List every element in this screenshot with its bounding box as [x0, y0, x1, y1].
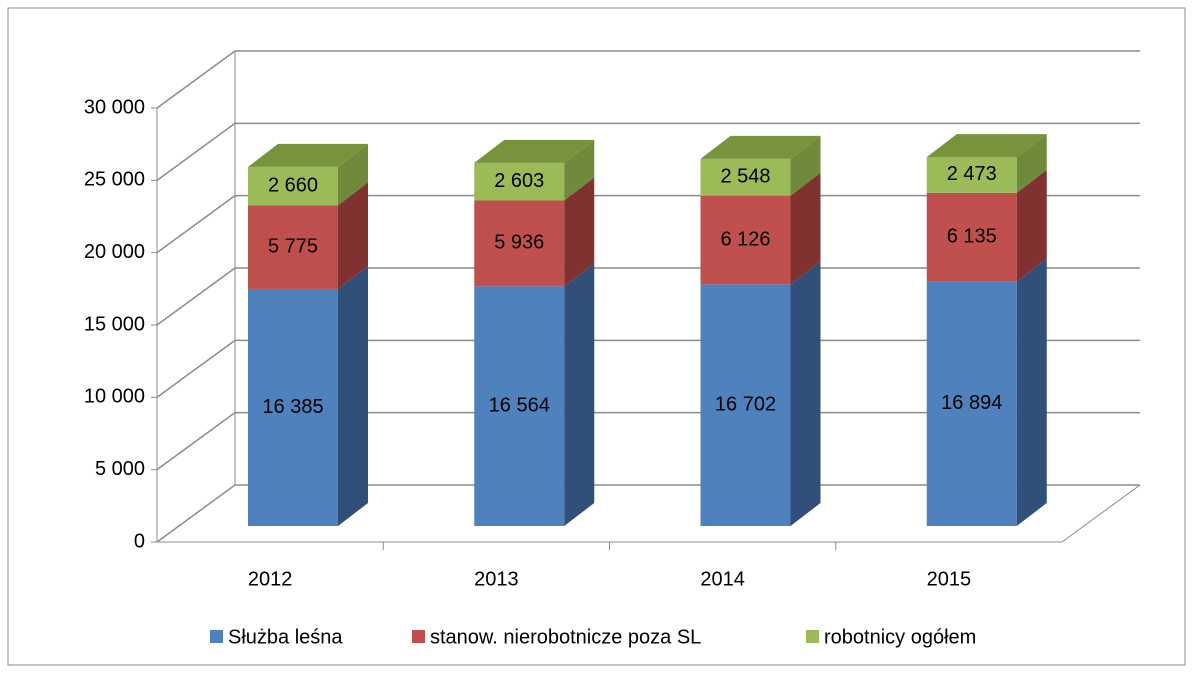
x-tick-label: 2013	[474, 568, 519, 590]
bar-side	[338, 182, 368, 289]
bar-front	[474, 286, 565, 526]
bar-top	[700, 135, 821, 159]
bar-side	[1016, 169, 1047, 282]
y-tick-label: 30 000	[84, 96, 145, 118]
bar-front	[248, 166, 338, 206]
bar-side	[790, 261, 821, 526]
y-tick-label: 0	[134, 530, 145, 552]
bar-front	[700, 284, 791, 526]
bar-front	[474, 162, 565, 201]
legend-label: Służba leśna	[228, 626, 343, 648]
grid-line	[156, 50, 236, 109]
bar-front	[926, 281, 1017, 526]
bar-side	[790, 135, 821, 196]
y-tick-label: 20 000	[84, 241, 145, 263]
x-tick-label: 2012	[248, 568, 293, 590]
value-label: 16 564	[489, 394, 550, 416]
bar-top	[248, 143, 368, 167]
x-tick-label: 2014	[700, 568, 745, 590]
floor-edge	[1061, 484, 1141, 543]
x-tick-label: 2015	[927, 568, 972, 590]
bar-side	[564, 177, 595, 287]
legend-label: stanow. nierobotnicze poza SL	[430, 626, 701, 648]
bar-side	[338, 143, 368, 206]
frame	[7, 7, 1186, 666]
grid-line	[156, 267, 236, 326]
value-label: 6 135	[947, 226, 997, 248]
grid-line	[156, 484, 236, 543]
value-label: 16 702	[715, 393, 776, 415]
value-label: 5 775	[268, 235, 318, 257]
value-label: 2 473	[947, 163, 997, 185]
bar-front	[248, 288, 338, 526]
y-tick-label: 15 000	[84, 313, 145, 335]
y-tick-label: 10 000	[84, 386, 145, 408]
legend-swatch	[412, 630, 425, 643]
bar-side	[1016, 258, 1047, 526]
bar-front	[700, 158, 791, 196]
value-label: 2 603	[494, 170, 544, 192]
bar-top	[474, 139, 595, 163]
legend-swatch	[210, 630, 223, 643]
bar-front	[926, 192, 1017, 282]
bar-top	[926, 134, 1047, 158]
legend-swatch	[806, 630, 819, 643]
value-label: 2 660	[268, 174, 318, 196]
bar-side	[1016, 134, 1047, 193]
grid-line	[156, 195, 236, 254]
grid-line	[156, 339, 236, 398]
bar-side	[564, 263, 595, 526]
bar-front	[926, 157, 1017, 193]
value-label: 6 126	[720, 228, 770, 250]
value-label: 16 894	[941, 392, 1002, 414]
legend-label: robotnicy ogółem	[824, 626, 976, 648]
y-tick-label: 25 000	[84, 169, 145, 191]
value-label: 2 548	[720, 166, 770, 188]
y-tick-label: 5 000	[95, 458, 145, 480]
grid-line	[156, 412, 236, 471]
bar-side	[790, 172, 821, 285]
bar-front	[474, 200, 565, 287]
bar-side	[338, 265, 368, 526]
grid-line	[156, 122, 236, 181]
value-label: 5 936	[494, 232, 544, 254]
bar-front	[700, 195, 791, 285]
bar-front	[248, 205, 338, 289]
value-label: 16 385	[262, 396, 323, 418]
bar-side	[564, 139, 595, 201]
